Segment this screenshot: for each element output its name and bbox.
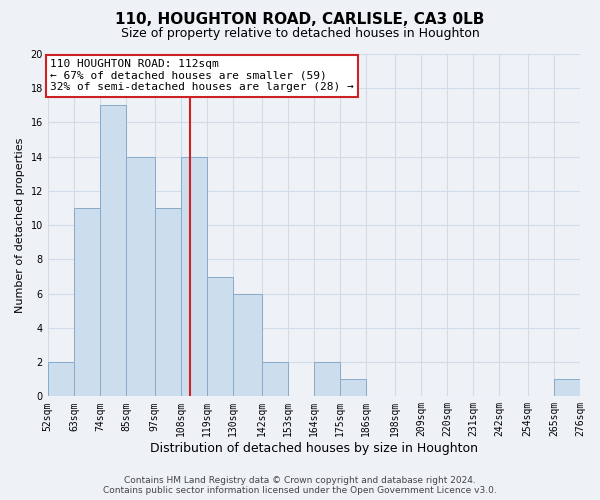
Bar (181, 156, 207, 396)
Bar (48, 362, 74, 396)
X-axis label: Distribution of detached houses by size in Houghton: Distribution of detached houses by size … (150, 442, 478, 455)
Text: 110 HOUGHTON ROAD: 112sqm
← 67% of detached houses are smaller (59)
32% of semi-: 110 HOUGHTON ROAD: 112sqm ← 67% of detac… (50, 59, 354, 92)
Bar (340, 379, 366, 396)
Bar (74, 208, 100, 396)
Y-axis label: Number of detached properties: Number of detached properties (15, 138, 25, 313)
Text: 110, HOUGHTON ROAD, CARLISLE, CA3 0LB: 110, HOUGHTON ROAD, CARLISLE, CA3 0LB (115, 12, 485, 28)
Bar (207, 276, 233, 396)
Bar (126, 156, 155, 396)
Bar (314, 362, 340, 396)
Bar (100, 106, 126, 397)
Text: Size of property relative to detached houses in Houghton: Size of property relative to detached ho… (121, 28, 479, 40)
Bar (233, 294, 262, 397)
Bar (262, 362, 288, 396)
Bar (554, 379, 580, 396)
Bar (155, 208, 181, 396)
Text: Contains HM Land Registry data © Crown copyright and database right 2024.
Contai: Contains HM Land Registry data © Crown c… (103, 476, 497, 495)
